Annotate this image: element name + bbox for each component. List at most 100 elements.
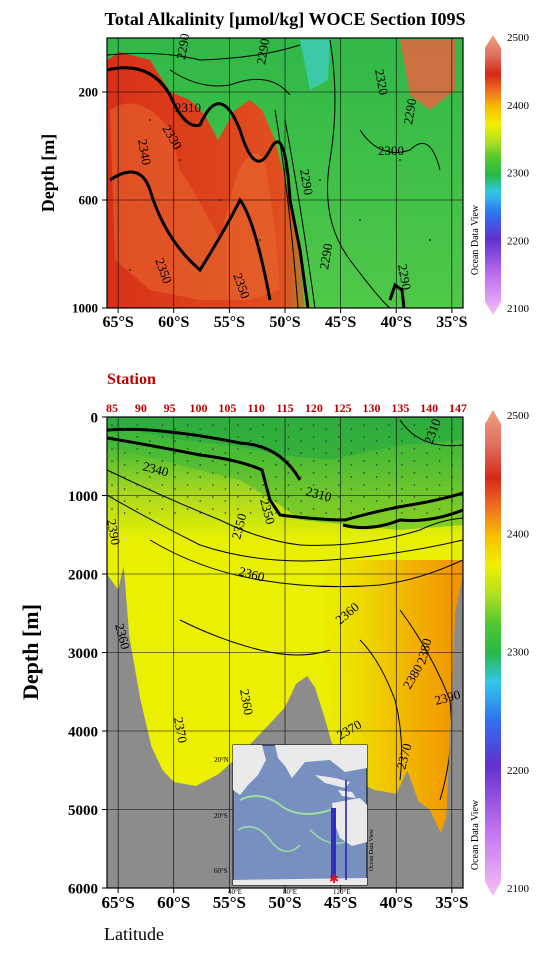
sample-dot bbox=[262, 424, 265, 426]
upper-orange-core bbox=[110, 103, 280, 300]
lower-y-ticks: 0 1000 2000 3000 4000 5000 6000 bbox=[68, 410, 107, 897]
sample-dot bbox=[249, 464, 252, 466]
sample-dot bbox=[338, 460, 340, 462]
sample-dot bbox=[111, 448, 113, 450]
sample-dot bbox=[375, 440, 378, 442]
sample-dot bbox=[123, 512, 126, 514]
sample-dot bbox=[161, 436, 164, 438]
sample-dot bbox=[262, 460, 265, 462]
sample-dot bbox=[123, 428, 126, 430]
sample-dot bbox=[186, 484, 189, 486]
inset-lat-label: 20°S bbox=[214, 812, 228, 820]
sample-dot bbox=[338, 436, 340, 438]
sample-dot bbox=[300, 476, 302, 478]
sample-dot bbox=[438, 472, 441, 474]
sample-dot bbox=[136, 424, 138, 426]
sample-dot bbox=[312, 448, 315, 450]
sample-dot bbox=[275, 512, 277, 514]
sample-dot bbox=[300, 440, 302, 442]
lower-panel: Station 85 90 95 100 105 110 115 120 125 130 135 14… bbox=[18, 371, 481, 944]
sample-dot bbox=[262, 496, 265, 498]
contour-upper-2330 bbox=[109, 170, 272, 301]
upper-contour-label: 2290 bbox=[400, 97, 419, 125]
sample-dot bbox=[174, 500, 176, 502]
colorbar-tick-label: 2200 bbox=[507, 765, 530, 777]
sample-dot bbox=[174, 464, 176, 466]
sample-dot bbox=[413, 448, 416, 450]
sample-dot bbox=[287, 460, 290, 462]
sample-dot bbox=[325, 488, 328, 490]
upper-colorbar-bar bbox=[485, 35, 501, 315]
sample-dot bbox=[300, 512, 302, 514]
upper-cyan-patch bbox=[300, 40, 330, 90]
sample-dot bbox=[136, 448, 138, 450]
lower-contour-label: 2350 bbox=[257, 497, 278, 526]
sample-dot bbox=[401, 452, 403, 454]
sample-dot bbox=[237, 448, 239, 450]
sample-dot bbox=[363, 496, 365, 498]
sample-dot bbox=[186, 424, 189, 426]
lower-x-tick-label: 40°S bbox=[380, 893, 413, 912]
sample-dot bbox=[363, 472, 365, 474]
sample-dot bbox=[338, 508, 340, 510]
upper-y-tick-label: 1000 bbox=[72, 301, 98, 316]
colorbar-tick-label: 2100 bbox=[507, 883, 530, 895]
sample-dot bbox=[350, 452, 353, 454]
sample-dot bbox=[136, 496, 138, 498]
sample-dot bbox=[426, 476, 428, 478]
inset-lon-label: 80°E bbox=[283, 888, 297, 896]
upper-grid bbox=[107, 38, 463, 309]
sample-dot bbox=[224, 464, 227, 466]
sample-dot bbox=[212, 484, 214, 486]
sample-dot bbox=[401, 476, 403, 478]
upper-contour-label: 2290 bbox=[316, 242, 335, 270]
sample-dot bbox=[161, 496, 164, 498]
lower-y-tick-label: 0 bbox=[91, 410, 99, 426]
upper-y-axis-label: Depth [m] bbox=[38, 134, 58, 213]
inset-asia bbox=[275, 745, 367, 778]
sample-dot bbox=[275, 464, 277, 466]
inset-watermark: Ocean Data View bbox=[369, 828, 375, 871]
sample-dot bbox=[438, 436, 441, 438]
contour-lower-2320 bbox=[107, 436, 463, 522]
sample-dot bbox=[237, 484, 239, 486]
upper-x-tick-label: 55°S bbox=[214, 314, 245, 331]
sample-dot bbox=[388, 508, 391, 510]
sample-dot bbox=[325, 452, 328, 454]
sample-dot bbox=[149, 488, 151, 490]
sample-dot bbox=[426, 500, 428, 502]
upper-x-tick-label: 40°S bbox=[381, 314, 412, 331]
sample-dot bbox=[350, 476, 353, 478]
lower-x-ticks: 65°S 60°S 55°S 50°S 45°S 40°S 35°S bbox=[101, 888, 469, 912]
sample-dot bbox=[312, 496, 315, 498]
station-label: 135 bbox=[391, 401, 409, 415]
sample-dot bbox=[161, 448, 164, 450]
sample-dot bbox=[438, 460, 441, 462]
sample-dot bbox=[287, 508, 290, 510]
sample-dot bbox=[123, 476, 126, 478]
sample-dot bbox=[224, 428, 227, 430]
sample-dot bbox=[413, 472, 416, 474]
lower-contour-label: 2370 bbox=[171, 716, 190, 744]
sample-dot bbox=[338, 424, 340, 426]
sample-dot bbox=[426, 428, 428, 430]
sample-dot bbox=[300, 464, 302, 466]
sample-dot bbox=[438, 484, 441, 486]
sample-dot bbox=[123, 452, 126, 454]
inset-map: ✱ 20°N 20°S 60°S 40°E 80°E 120°E Ocean D… bbox=[214, 744, 375, 896]
sample-dot bbox=[111, 508, 113, 510]
sample-dot bbox=[212, 436, 214, 438]
inset-africa bbox=[233, 745, 266, 795]
sample-dot bbox=[388, 448, 391, 450]
sample-dot bbox=[199, 512, 201, 514]
sample-dot bbox=[111, 472, 113, 474]
sample-dot bbox=[338, 484, 340, 486]
lower-contour-label: 2340 bbox=[141, 458, 170, 479]
sample-dot bbox=[111, 460, 113, 462]
sample-dot bbox=[111, 484, 113, 486]
sample-dot bbox=[161, 424, 164, 426]
station-label: 105 bbox=[218, 401, 236, 415]
sample-dot bbox=[438, 508, 441, 510]
sample-dot bbox=[174, 440, 176, 442]
